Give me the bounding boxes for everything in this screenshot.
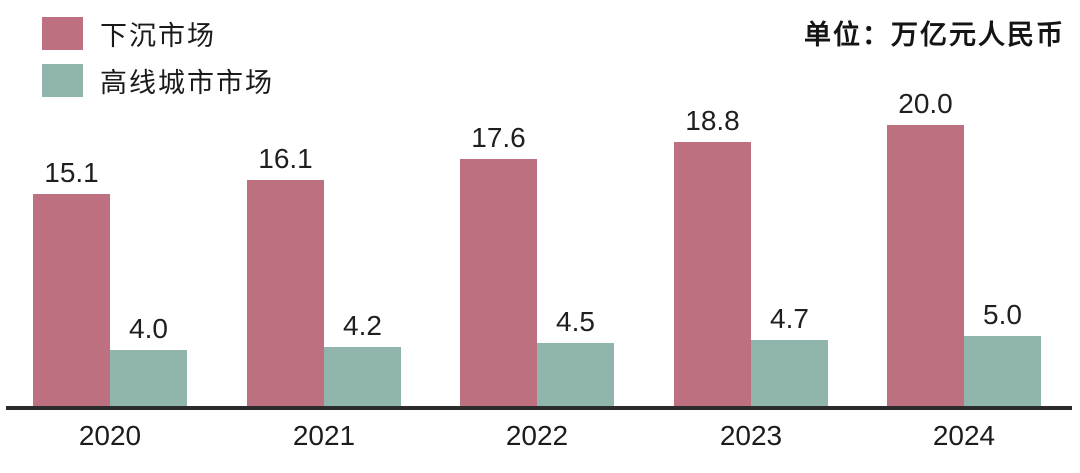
bar-value-label: 20.0 — [898, 88, 953, 119]
legend-swatch-sinking-market — [42, 16, 83, 50]
bar-高线城市市场-2024 — [964, 336, 1041, 406]
bar-下沉市场-2024 — [887, 125, 964, 406]
legend-item-sinking-market: 下沉市场 — [42, 16, 274, 51]
bar-高线城市市场-2022 — [537, 343, 614, 406]
x-axis-label-2022: 2022 — [505, 420, 569, 451]
bar-下沉市场-2021 — [247, 180, 324, 406]
x-axis-label-2021: 2021 — [292, 420, 356, 451]
bar-value-label: 4.0 — [129, 313, 168, 344]
bar-下沉市场-2022 — [460, 159, 537, 406]
legend-label-sinking-market: 下沉市场 — [100, 20, 216, 51]
bar-value-label: 17.6 — [471, 122, 526, 153]
legend-item-highline-market: 高线城市市场 — [42, 63, 274, 98]
bar-value-label: 5.0 — [983, 299, 1022, 330]
bar-value-label: 16.1 — [258, 143, 313, 174]
legend-swatch-highline-market — [42, 63, 83, 97]
bar-value-label: 4.2 — [343, 310, 382, 341]
x-axis-label-2023: 2023 — [719, 420, 783, 451]
bar-value-label: 15.1 — [44, 157, 99, 188]
x-axis-label-2020: 2020 — [78, 420, 142, 451]
x-axis-label-2024: 2024 — [932, 420, 996, 451]
bar-高线城市市场-2023 — [751, 340, 828, 406]
unit-note: 单位：万亿元人民币 — [804, 20, 1065, 50]
legend-label-highline-market: 高线城市市场 — [100, 67, 274, 98]
bar-value-label: 4.7 — [770, 303, 809, 334]
bar-高线城市市场-2021 — [324, 347, 401, 406]
bar-value-label: 18.8 — [685, 105, 740, 136]
bar-value-label: 4.5 — [556, 306, 595, 337]
x-axis-line — [6, 406, 1072, 410]
bar-下沉市场-2023 — [674, 142, 751, 406]
legend: 下沉市场 高线城市市场 — [42, 16, 274, 110]
bar-下沉市场-2020 — [33, 194, 110, 406]
bar-高线城市市场-2020 — [110, 350, 187, 406]
